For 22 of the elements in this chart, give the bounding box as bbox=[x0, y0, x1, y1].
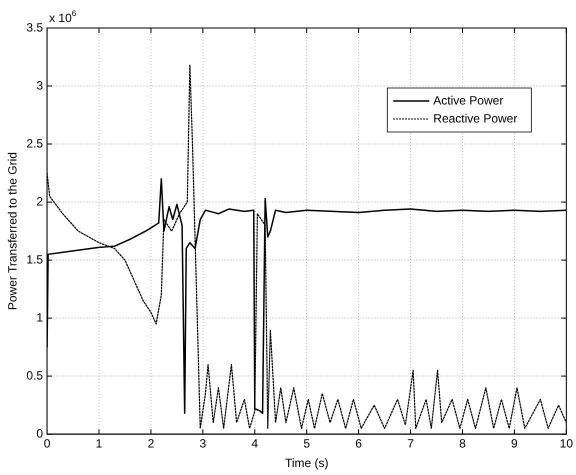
y-axis-title: Power Transferred to the Grid bbox=[6, 152, 20, 310]
x-tick-label: 2 bbox=[148, 436, 155, 451]
legend-label: Active Power bbox=[433, 93, 504, 108]
x-tick-label: 8 bbox=[459, 436, 466, 451]
y-tick-label: 3.5 bbox=[26, 20, 44, 34]
x-tick-label: 3 bbox=[200, 436, 207, 451]
x-tick-label: 1 bbox=[96, 436, 103, 451]
x-tick-label: 9 bbox=[511, 436, 518, 451]
x-tick-label: 4 bbox=[251, 436, 258, 451]
y-tick-label: 2 bbox=[36, 194, 44, 208]
x-tick-label: 5 bbox=[303, 436, 310, 451]
y-tick-label: 1 bbox=[36, 310, 44, 324]
y-tick-label: 1.5 bbox=[26, 252, 44, 266]
y-tick-label: 0.5 bbox=[26, 368, 44, 382]
x-tick-label: 10 bbox=[560, 436, 574, 451]
x-tick-label: 7 bbox=[407, 436, 414, 451]
legend-label: Reactive Power bbox=[433, 111, 518, 126]
x-axis-title: Time (s) bbox=[284, 456, 328, 470]
y-tick-label: 3 bbox=[36, 78, 44, 92]
y-tick-label: 0 bbox=[36, 426, 44, 441]
y-tick-label: 2.5 bbox=[26, 136, 44, 150]
x-tick-label: 6 bbox=[355, 436, 362, 451]
